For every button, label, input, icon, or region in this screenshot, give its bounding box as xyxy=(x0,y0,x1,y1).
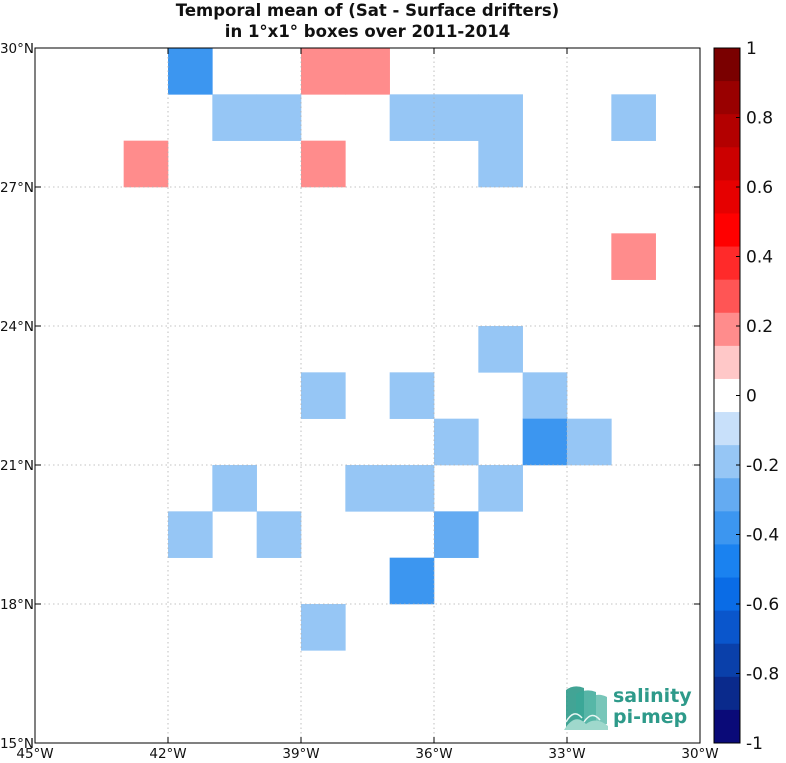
colorbar-tick-label: 0.6 xyxy=(746,178,773,198)
chart-title-line2: in 1°x1° boxes over 2011-2014 xyxy=(224,22,511,41)
y-tick-label: 18°N xyxy=(0,597,34,613)
chart-title-line1: Temporal mean of (Sat - Surface drifters… xyxy=(175,1,560,20)
heatmap-cell xyxy=(256,94,302,141)
colorbar-segment xyxy=(714,312,740,347)
colorbar-tick-label: -0.8 xyxy=(746,665,779,685)
heatmap-cell xyxy=(301,140,346,188)
heatmap-cell xyxy=(168,511,213,558)
y-tick-label: 15°N xyxy=(0,736,34,752)
colorbar-tick-label: 0.2 xyxy=(746,317,773,337)
colorbar-tick-label: -0.4 xyxy=(746,526,779,546)
heatmap-cell xyxy=(301,48,346,95)
colorbar-segment xyxy=(714,577,740,612)
x-tick-label: 33°W xyxy=(548,746,585,762)
colorbar-segment xyxy=(714,378,740,413)
heatmap-cell xyxy=(611,94,656,141)
y-tick-label: 24°N xyxy=(0,319,34,335)
x-tick-label: 36°W xyxy=(415,746,452,762)
heatmap-cells xyxy=(123,48,656,651)
chart-title: Temporal mean of (Sat - Surface drifters… xyxy=(35,0,700,42)
x-tick-label: 39°W xyxy=(282,746,319,762)
heatmap-cell xyxy=(389,372,435,419)
colorbar-segment xyxy=(714,114,740,148)
colorbar-tick-label: -0.2 xyxy=(746,456,779,476)
colorbar-tick-label: 0.4 xyxy=(746,248,773,268)
heatmap-cell xyxy=(478,140,523,188)
colorbar-tick-label: -1 xyxy=(746,734,763,754)
colorbar-segment xyxy=(714,445,740,479)
colorbar-segment xyxy=(714,279,740,314)
x-tick-label: 30°W xyxy=(681,746,718,762)
logo-text-line2: pi-mep xyxy=(613,706,687,728)
heatmap-cell xyxy=(434,511,479,558)
heatmap-cell xyxy=(434,418,479,466)
y-tick-label: 27°N xyxy=(0,180,34,196)
grid-lines xyxy=(35,48,700,743)
heatmap-cell xyxy=(212,465,257,512)
colorbar-segment xyxy=(714,709,740,744)
x-tick-label: 45°W xyxy=(16,746,53,762)
heatmap-cell xyxy=(123,140,169,188)
heatmap-cell xyxy=(301,604,346,651)
colorbar-segment xyxy=(714,478,740,512)
heatmap-cell xyxy=(389,465,435,512)
colorbar-segment xyxy=(714,610,740,645)
colorbar-segment xyxy=(714,676,740,711)
heatmap-cell xyxy=(522,372,568,419)
colorbar-segment xyxy=(714,147,740,181)
heatmap-cell xyxy=(212,94,257,141)
heatmap-cell xyxy=(301,372,346,419)
heatmap-cell xyxy=(522,418,568,466)
colorbar-segment xyxy=(714,544,740,578)
colorbar: 1 0.8 0.6 0.4 0.2 0 -0.2 -0.4 -0.6 -0.8 -1 xyxy=(713,39,779,754)
heatmap-cell xyxy=(389,557,435,605)
heatmap-cell xyxy=(345,48,390,95)
colorbar-tick-label: 0 xyxy=(746,387,757,407)
colorbar-segment xyxy=(714,643,740,678)
heatmap-cell xyxy=(611,233,656,280)
salinity-pimep-logo: salinity pi-mep xyxy=(564,685,692,730)
colorbar-segment xyxy=(714,511,740,545)
colorbar-tick-label: 1 xyxy=(746,39,757,59)
logo-wave-icon xyxy=(564,686,608,730)
colorbar-segment xyxy=(714,81,740,115)
colorbar-segment xyxy=(714,213,740,247)
heatmap-cell xyxy=(168,48,213,95)
heatmap-cell xyxy=(345,465,390,512)
colorbar-segment xyxy=(714,412,740,446)
y-tick-label: 21°N xyxy=(0,458,34,474)
colorbar-segment xyxy=(714,345,740,380)
colorbar-segment xyxy=(714,246,740,281)
heatmap-cell xyxy=(389,94,435,141)
colorbar-segment xyxy=(714,48,740,82)
heatmap-cell xyxy=(478,94,523,141)
axis-ticks: 45°W 42°W 39°W 36°W 33°W 30°W 15°N 18°N 21°N 24°N… xyxy=(0,41,719,762)
heatmap-cell xyxy=(478,326,523,373)
colorbar-tick-label: -0.6 xyxy=(746,595,779,615)
plot-frame xyxy=(34,47,701,744)
heatmap-cell xyxy=(434,94,479,141)
colorbar-segment xyxy=(714,180,740,214)
x-tick-label: 42°W xyxy=(149,746,186,762)
heatmap-cell xyxy=(256,511,302,558)
colorbar-tick-label: 0.8 xyxy=(746,109,773,129)
heatmap-cell xyxy=(478,465,523,512)
logo-text-line1: salinity xyxy=(613,685,692,707)
y-tick-label: 30°N xyxy=(0,41,34,57)
heatmap-cell xyxy=(567,418,612,466)
